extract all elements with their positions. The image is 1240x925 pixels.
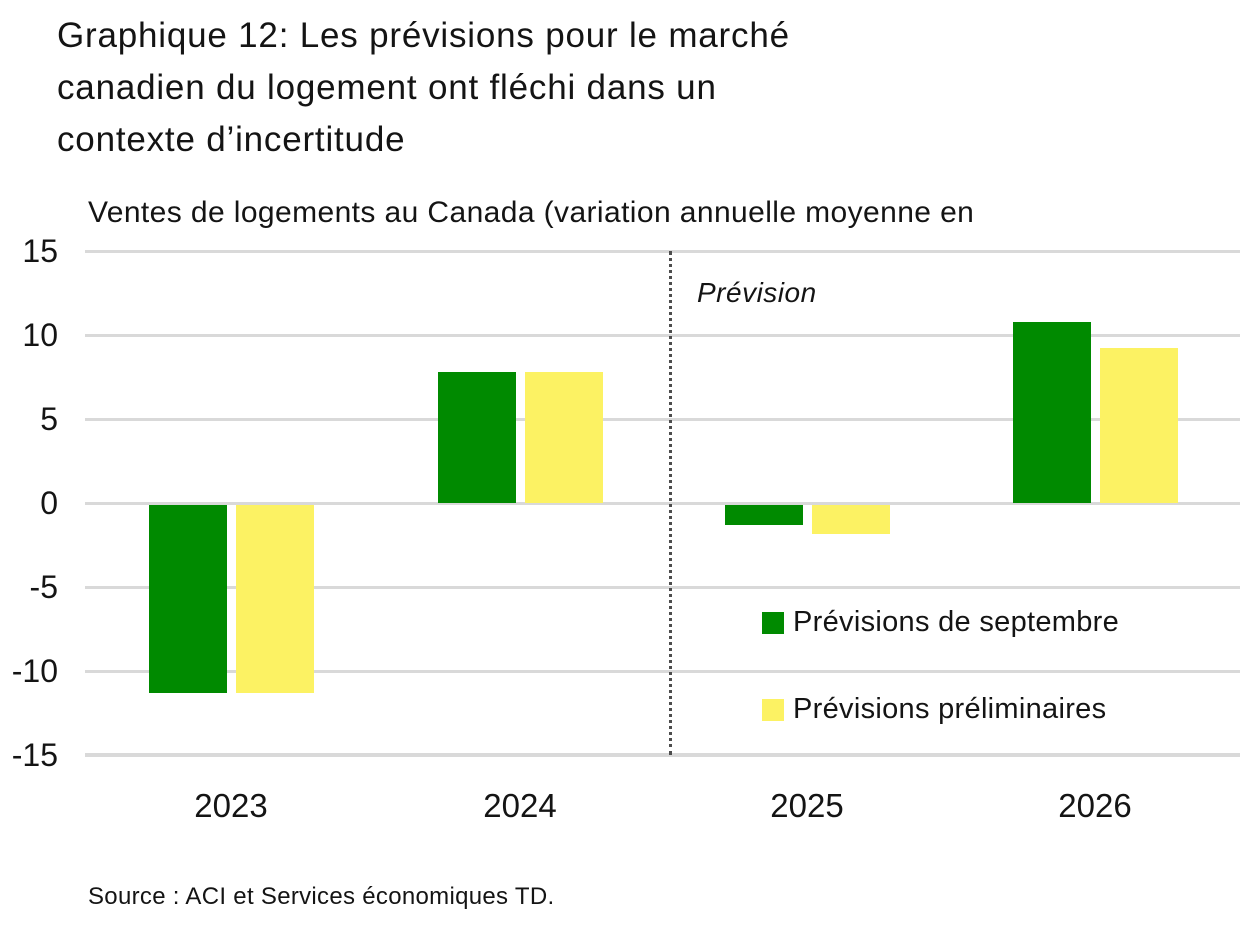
legend-swatch-september (762, 611, 784, 634)
x-axis-label-2024: 2024 (483, 787, 557, 824)
gridline-y--5 (85, 585, 1240, 589)
gridline-y-15 (85, 249, 1240, 253)
bar-2024-series-1 (524, 371, 603, 503)
y-axis-tick-label--5: -5 (29, 569, 58, 605)
x-axis-label-2026: 2026 (1058, 787, 1132, 824)
forecast-label: Prévision (697, 277, 817, 308)
legend-item-preliminary: Prévisions préliminaires (762, 693, 1106, 726)
bar-2023-series-0 (148, 505, 227, 694)
x-axis-label-2025: 2025 (770, 787, 844, 824)
chart-title-line-1: Graphique 12: Les prévisions pour le mar… (57, 16, 790, 55)
bar-2024-series-0 (437, 371, 516, 503)
y-axis-tick-label-5: 5 (40, 401, 58, 437)
bar-2025-series-0 (724, 505, 803, 526)
chart-subtitle: Ventes de logements au Canada (variation… (88, 196, 975, 229)
chart-title-line-3: contexte d’incertitude (57, 120, 406, 159)
chart-title: Graphique 12: Les prévisions pour le mar… (57, 10, 1037, 166)
gridline-y--15 (85, 753, 1240, 757)
gridline-y--10 (85, 669, 1240, 673)
source-note: Source : ACI et Services économiques TD. (88, 883, 555, 910)
forecast-divider-line (669, 251, 672, 755)
y-axis-tick-label-15: 15 (22, 233, 58, 269)
x-axis-label-2023: 2023 (194, 787, 268, 824)
bar-2023-series-1 (235, 505, 314, 694)
bar-2026-series-0 (1012, 321, 1091, 503)
y-axis-tick-label--10: -10 (11, 653, 58, 689)
gridline-y-5 (85, 417, 1240, 421)
bar-2025-series-1 (811, 505, 890, 534)
chart-title-line-2: canadien du logement ont fléchi dans un (57, 68, 717, 107)
gridline-y-10 (85, 333, 1240, 337)
legend-label-september: Prévisions de septembre (793, 606, 1120, 638)
y-axis-tick-label-10: 10 (22, 317, 58, 353)
legend-label-preliminary: Prévisions préliminaires (793, 693, 1107, 725)
y-axis-tick-label--15: -15 (11, 737, 58, 773)
gridline-y-0 (85, 501, 1240, 505)
y-axis-tick-label-0: 0 (40, 485, 58, 521)
bar-2026-series-1 (1099, 348, 1178, 503)
legend-item-september: Prévisions de septembre (762, 606, 1119, 639)
legend-swatch-preliminary (762, 698, 784, 721)
